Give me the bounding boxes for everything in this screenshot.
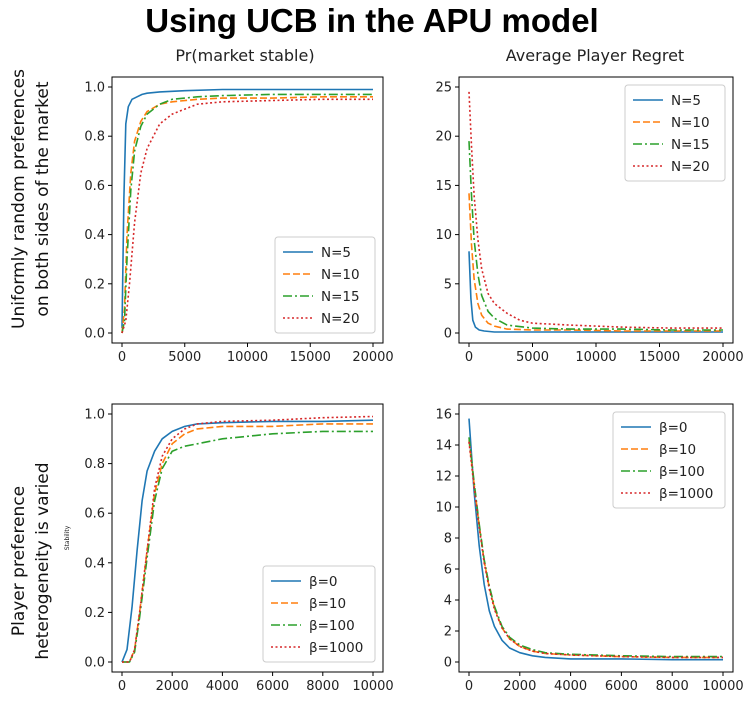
legend-label: N=5 xyxy=(321,245,351,261)
legend-label: β=10 xyxy=(309,596,346,612)
legend-label: β=100 xyxy=(659,464,705,480)
y-tick-label: 0 xyxy=(444,327,452,342)
chart-panel-3: 0 2000 4000 6000 8000 10000 0.0 0.2 0.4 0.6 0.8 1.0… xyxy=(64,403,394,694)
x-tick-label: 8000 xyxy=(306,679,339,694)
y-tick-label: 0.0 xyxy=(84,327,105,342)
legend-label: β=1000 xyxy=(309,640,363,656)
legend-label: N=15 xyxy=(671,137,710,153)
x-tick-label: 15000 xyxy=(639,350,680,365)
y-tick-label: 0.6 xyxy=(84,507,105,522)
legend: β=0 β=10 β=100 β=1000 xyxy=(612,411,726,509)
series-line-2 xyxy=(121,96,373,334)
legend-label: β=0 xyxy=(309,574,338,590)
series-line-1 xyxy=(468,418,723,661)
y-tick-label: 0.2 xyxy=(84,277,105,292)
y-tick-label: 0.8 xyxy=(84,457,105,472)
x-tick-label: 8000 xyxy=(656,679,689,694)
column-title-regret: Average Player Regret xyxy=(505,46,685,65)
legend: β=0 β=10 β=100 β=1000 xyxy=(262,565,376,663)
y-tick-label: 0.4 xyxy=(84,228,105,243)
chart-panel-4: 0 2000 4000 6000 8000 100000246810121416β=0β=… xyxy=(435,403,744,694)
y-tick-label: 0.0 xyxy=(84,656,105,671)
legend-label: β=1000 xyxy=(659,486,713,502)
y-tick-label: 15 xyxy=(435,179,452,194)
legend-label: N=20 xyxy=(671,159,710,175)
y-tick-label: 0.2 xyxy=(84,606,105,621)
x-tick-label: 20000 xyxy=(352,350,393,365)
series-line-2 xyxy=(122,423,373,663)
legend-label: β=10 xyxy=(659,442,696,458)
y-tick-label: 2 xyxy=(444,625,452,640)
x-tick-label: 10000 xyxy=(352,679,393,694)
x-tick-label: 10000 xyxy=(702,679,743,694)
x-tick-label: 6000 xyxy=(256,679,289,694)
series-line-3 xyxy=(121,93,373,334)
x-tick-label: 2000 xyxy=(503,679,536,694)
x-tick-label: 0 xyxy=(118,679,126,694)
y-axis-label: Stability xyxy=(64,525,71,550)
legend-box xyxy=(262,565,376,663)
x-tick-label: 20000 xyxy=(702,350,743,365)
series-line-4 xyxy=(122,415,374,663)
y-tick-label: 12 xyxy=(435,470,452,485)
y-tick-label: 5 xyxy=(444,277,452,292)
x-tick-label: 0 xyxy=(465,350,473,365)
y-tick-label: 16 xyxy=(435,408,452,423)
x-tick-label: 0 xyxy=(465,679,473,694)
column-title-stability: Pr(market stable) xyxy=(175,46,315,65)
legend-box xyxy=(274,236,376,334)
legend-label: N=10 xyxy=(321,267,360,283)
legend-label: N=10 xyxy=(671,115,710,131)
chart-panel-1: 0 5000 10000 15000 20000 0.0 0.2 0.4 0.6 0.8 1.0 N=… xyxy=(84,76,394,365)
legend-label: N=5 xyxy=(671,93,701,109)
series-line-4 xyxy=(468,441,723,659)
y-tick-label: 1.0 xyxy=(84,81,105,96)
legend-box xyxy=(612,411,726,509)
x-tick-label: 4000 xyxy=(206,679,239,694)
chart-panel-2: 0 5000 10000 15000 20000 0 5 10 15 20 25 N=5 N=10 N=1… xyxy=(435,76,744,365)
legend-label: β=0 xyxy=(659,420,688,436)
y-tick-label: 0 xyxy=(444,656,452,671)
series-line-4 xyxy=(468,91,723,329)
y-tick-label: 0.8 xyxy=(84,130,105,145)
x-tick-label: 0 xyxy=(118,350,126,365)
legend-label: N=15 xyxy=(321,289,360,305)
x-tick-label: 5000 xyxy=(516,350,549,365)
x-tick-label: 10000 xyxy=(575,350,616,365)
x-tick-label: 4000 xyxy=(554,679,587,694)
y-tick-label: 1.0 xyxy=(84,408,105,423)
y-tick-label: 8 xyxy=(444,532,452,547)
series-line-3 xyxy=(468,141,723,331)
legend: N=5 N=10 N=15 N=20 xyxy=(274,236,376,334)
y-tick-label: 6 xyxy=(444,563,452,578)
legend: N=5 N=10 N=15 N=20 xyxy=(624,84,726,182)
figure-title: Using UCB in the APU model xyxy=(145,2,599,39)
x-tick-label: 15000 xyxy=(290,350,331,365)
x-tick-label: 6000 xyxy=(605,679,638,694)
y-tick-label: 10 xyxy=(435,228,452,243)
series-line-2 xyxy=(468,193,723,332)
plot-frame xyxy=(111,403,384,673)
series-line-1 xyxy=(468,251,723,333)
y-tick-label: 20 xyxy=(435,130,452,145)
x-tick-label: 5000 xyxy=(168,350,201,365)
series-line-3 xyxy=(468,437,723,658)
y-tick-label: 25 xyxy=(435,81,452,96)
series-line-4 xyxy=(121,98,373,334)
y-tick-label: 10 xyxy=(435,501,452,516)
x-tick-label: 2000 xyxy=(156,679,189,694)
legend-box xyxy=(624,84,726,182)
y-tick-label: 14 xyxy=(435,439,452,454)
series-line-1 xyxy=(121,88,373,329)
x-tick-label: 10000 xyxy=(227,350,268,365)
legend-label: N=20 xyxy=(321,311,360,327)
y-tick-label: 0.6 xyxy=(84,179,105,194)
y-tick-label: 0.4 xyxy=(84,556,105,571)
legend-label: β=100 xyxy=(309,618,355,634)
y-tick-label: 4 xyxy=(444,594,452,609)
series-line-1 xyxy=(121,419,374,663)
